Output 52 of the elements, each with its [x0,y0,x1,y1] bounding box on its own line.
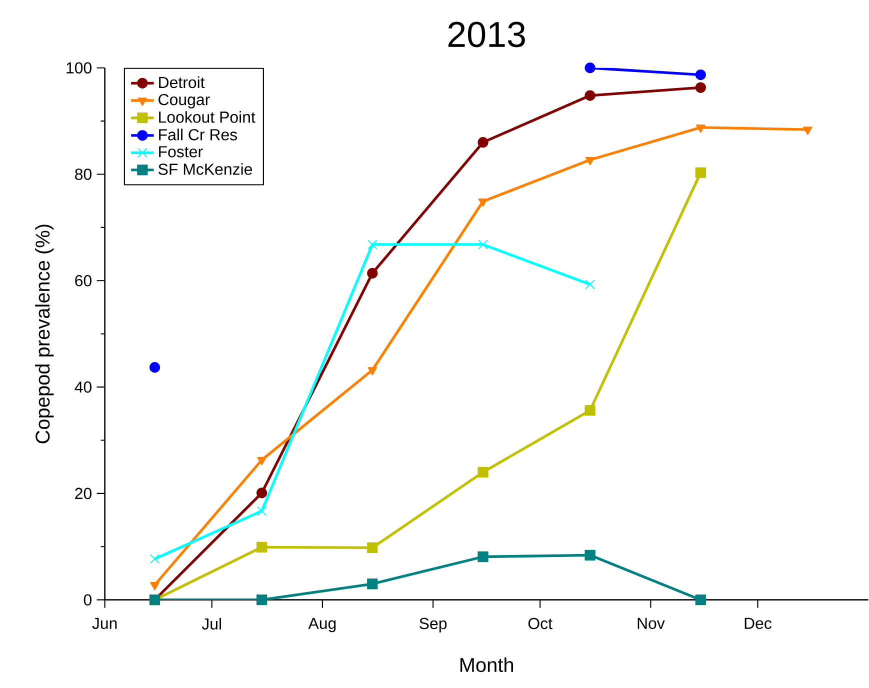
x-tick-label: Sep [420,618,447,632]
y-tick-label: 20 [75,488,92,500]
point [149,362,160,373]
x-tick-label: Jul [202,618,221,630]
x-tick-label: Oct [528,618,552,630]
legend-label: Lookout Point [159,111,256,123]
y-tick-label: 100 [66,62,92,74]
point [256,488,268,498]
x-tick-label: Dec [744,618,772,630]
point [256,542,268,553]
legend-label: SF McKenzie [158,163,252,176]
y-axis-title: Copepod prevalence (%) [35,224,54,444]
point [478,467,488,478]
x-tick-label: Aug [308,618,336,632]
point [584,90,596,102]
point [584,550,596,561]
point [695,82,706,94]
point [256,594,268,606]
point [150,554,160,564]
x-tick-label: Jun [92,618,117,630]
y-tick-label: 0 [84,594,92,606]
point [478,240,488,250]
point [367,240,378,250]
point [367,578,378,590]
point [256,506,267,516]
point [478,198,488,207]
point [584,405,596,416]
point [368,367,378,376]
point [478,137,488,148]
point [367,542,378,554]
point [257,457,266,466]
point [695,167,706,178]
y-tick-label: 60 [75,275,92,286]
legend-label: Foster [159,146,203,158]
point [696,124,706,133]
point [695,594,706,606]
chart-title: 2013 [448,22,525,48]
x-axis-title: Month [460,658,514,672]
point [585,280,595,290]
x-tick-label: Nov [638,618,665,630]
legend-label: Detroit [159,76,205,88]
point [150,582,160,590]
point [478,552,488,562]
legend-label: Fall Cr Res [159,128,238,141]
y-tick-label: 40 [74,382,92,393]
point [367,268,378,279]
point [585,157,595,166]
point [803,126,812,136]
legend-label: Cougar [158,94,210,109]
point [584,62,596,74]
y-tick-label: 80 [75,168,92,180]
point [695,70,706,80]
